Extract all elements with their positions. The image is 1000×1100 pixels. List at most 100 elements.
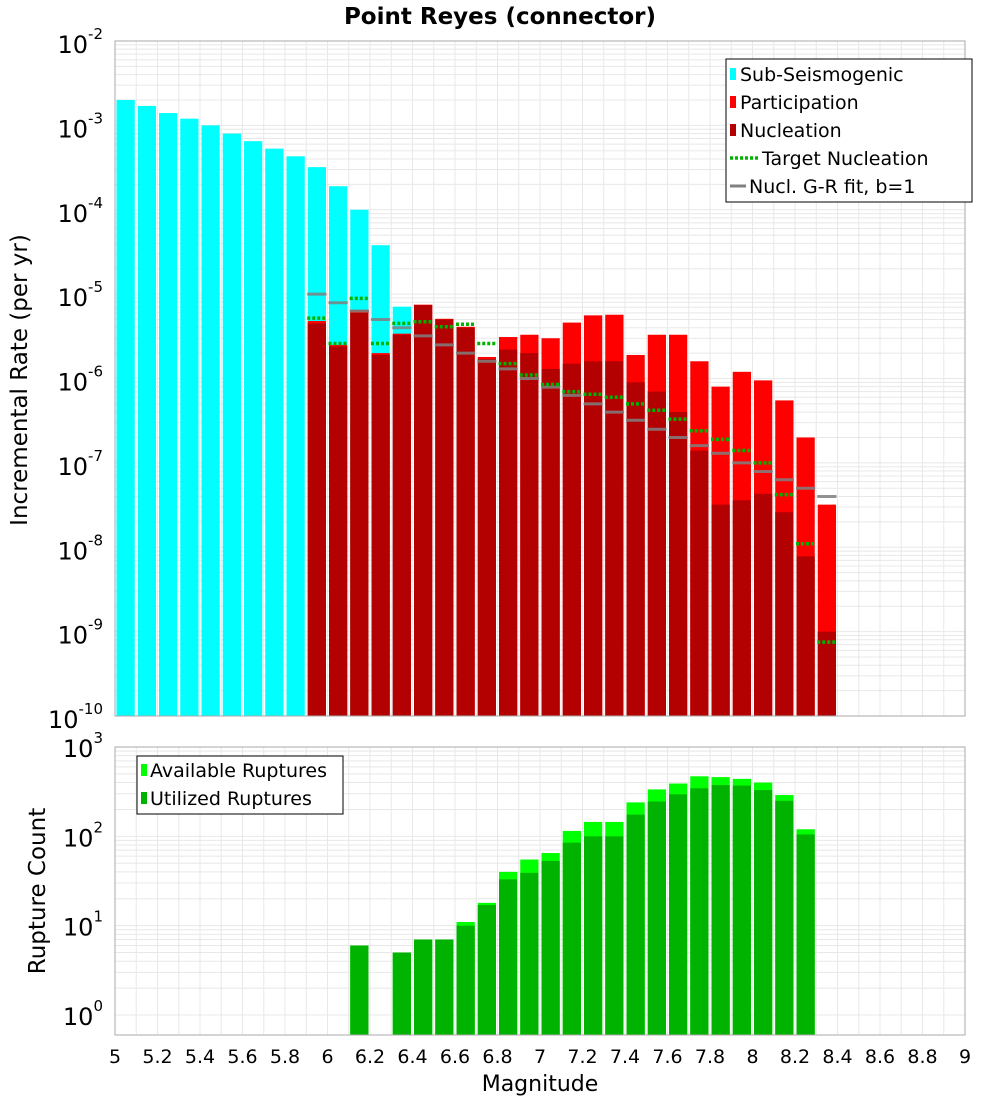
- utilized-ruptures-bar: [562, 842, 581, 1035]
- top-y-tick-label: 10-5: [57, 278, 103, 312]
- utilized-ruptures-bar: [626, 814, 645, 1035]
- x-tick-label: 8: [746, 1046, 758, 1068]
- top-plot-frame: [114, 40, 966, 717]
- sub-seismogenic-bar: [180, 118, 199, 716]
- x-tick-label: 7.8: [695, 1046, 725, 1068]
- utilized-ruptures-bar: [456, 925, 475, 1035]
- utilized-ruptures-bar: [541, 860, 560, 1035]
- top-y-tick-label: 10-2: [57, 25, 103, 59]
- bottom-y-tick-label: 103: [63, 729, 103, 763]
- utilized-ruptures-bar: [350, 945, 369, 1035]
- top-legend-label: Nucl. G-R fit, b=1: [749, 176, 915, 198]
- sub-seismogenic-bar: [222, 133, 241, 717]
- utilized-ruptures-bar: [711, 785, 730, 1035]
- utilized-ruptures-bar: [477, 905, 496, 1035]
- x-tick-label: 5.2: [142, 1046, 172, 1068]
- top-y-tick-label: 10-10: [48, 700, 103, 734]
- utilized-ruptures-bar: [414, 939, 433, 1035]
- top-y-tick-label: 10-3: [57, 109, 103, 143]
- nucleation-bar: [329, 346, 348, 716]
- nucleation-bar: [817, 631, 836, 716]
- nucleation-bar: [371, 354, 390, 716]
- top-legend-label: Target Nucleation: [761, 148, 929, 170]
- nucleation-bar: [499, 349, 518, 716]
- nucleation-bar: [754, 493, 773, 716]
- x-tick-label: 6: [321, 1046, 333, 1068]
- utilized-ruptures-bar: [520, 872, 539, 1035]
- bottom-plot-frame: [114, 746, 966, 1036]
- nucleation-bar: [456, 327, 475, 716]
- x-tick-label: 6.4: [397, 1046, 427, 1068]
- bottom-legend-label: Available Ruptures: [150, 760, 327, 782]
- nucleation-bar: [711, 504, 730, 716]
- utilized-ruptures-bar: [499, 879, 518, 1035]
- x-tick-label: 6.8: [482, 1046, 512, 1068]
- x-tick-label: 8.6: [865, 1046, 895, 1068]
- top-legend-swatch: [730, 124, 736, 136]
- x-tick-label: 5: [109, 1046, 121, 1068]
- top-legend-box: [725, 58, 973, 203]
- nucleation-bar: [392, 334, 411, 716]
- x-tick-label: 7.2: [567, 1046, 597, 1068]
- nucleation-bar: [626, 382, 645, 716]
- sub-seismogenic-bar: [286, 156, 305, 717]
- bottom-y-axis-label: Rupture Count: [25, 808, 51, 974]
- sub-seismogenic-bar: [201, 125, 220, 716]
- top-y-axis-label: Incremental Rate (per yr): [7, 234, 33, 526]
- utilized-ruptures-bar: [796, 834, 815, 1035]
- nucleation-bar: [541, 368, 560, 716]
- nucleation-bar: [414, 305, 433, 716]
- nucleation-bar: [350, 312, 369, 716]
- sub-seismogenic-bar: [159, 113, 178, 716]
- x-tick-label: 7.4: [610, 1046, 640, 1068]
- top-y-tick-label: 10-6: [57, 363, 103, 397]
- bottom-legend-box: [136, 755, 344, 815]
- sub-seismogenic-bar: [244, 141, 263, 717]
- nucleation-bar: [307, 323, 326, 716]
- x-tick-label: 5.6: [227, 1046, 257, 1068]
- utilized-ruptures-bar: [690, 788, 709, 1035]
- nucleation-bar: [605, 361, 624, 716]
- bottom-y-tick-label: 101: [63, 908, 103, 942]
- x-tick-label: 5.8: [270, 1046, 300, 1068]
- top-legend-label: Participation: [740, 92, 859, 114]
- bottom-legend-swatch: [141, 792, 147, 804]
- nucleation-bar: [562, 363, 581, 716]
- utilized-ruptures-bar: [647, 801, 666, 1035]
- x-tick-label: 8.8: [907, 1046, 937, 1068]
- nucleation-bar: [669, 412, 688, 716]
- bottom-y-tick-label: 102: [63, 818, 103, 852]
- x-tick-label: 7: [534, 1046, 546, 1068]
- bottom-legend-label: Utilized Ruptures: [150, 788, 312, 810]
- x-tick-label: 8.2: [780, 1046, 810, 1068]
- top-y-tick-label: 10-7: [57, 447, 103, 481]
- sub-seismogenic-bar: [265, 148, 284, 716]
- nucleation-bar: [796, 556, 815, 716]
- x-tick-label: 5.4: [185, 1046, 215, 1068]
- bottom-y-tick-label: 100: [63, 997, 103, 1031]
- top-legend-label: Sub-Seismogenic: [740, 64, 904, 86]
- top-y-tick-label: 10-9: [57, 616, 103, 650]
- utilized-ruptures-bar: [584, 836, 603, 1035]
- utilized-ruptures-bar: [392, 952, 411, 1035]
- sub-seismogenic-bar: [116, 99, 135, 717]
- nucleation-bar: [435, 319, 454, 716]
- chart-title: Point Reyes (connector): [344, 4, 656, 30]
- utilized-ruptures-bar: [732, 785, 751, 1035]
- x-tick-label: 9: [959, 1046, 971, 1068]
- nucleation-bar: [477, 359, 496, 716]
- nucleation-bar: [690, 450, 709, 716]
- nucleation-bar: [647, 391, 666, 716]
- top-y-tick-label: 10-8: [57, 531, 103, 565]
- utilized-ruptures-bar: [754, 790, 773, 1035]
- x-tick-label: 6.2: [355, 1046, 385, 1068]
- sub-seismogenic-bar: [137, 105, 156, 717]
- nucleation-bar: [732, 500, 751, 716]
- top-legend-swatch: [730, 96, 736, 108]
- x-tick-label: 6.6: [440, 1046, 470, 1068]
- top-legend-swatch: [730, 68, 736, 80]
- utilized-ruptures-bar: [435, 939, 454, 1035]
- top-y-tick-label: 10-4: [57, 194, 103, 228]
- top-legend-label: Nucleation: [740, 120, 842, 142]
